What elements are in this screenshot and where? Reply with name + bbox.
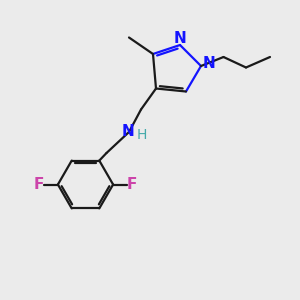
Text: H: H [136, 128, 147, 142]
Text: N: N [174, 31, 186, 46]
Text: F: F [34, 177, 44, 192]
Text: N: N [122, 124, 135, 140]
Text: F: F [127, 177, 137, 192]
Text: N: N [202, 56, 215, 71]
